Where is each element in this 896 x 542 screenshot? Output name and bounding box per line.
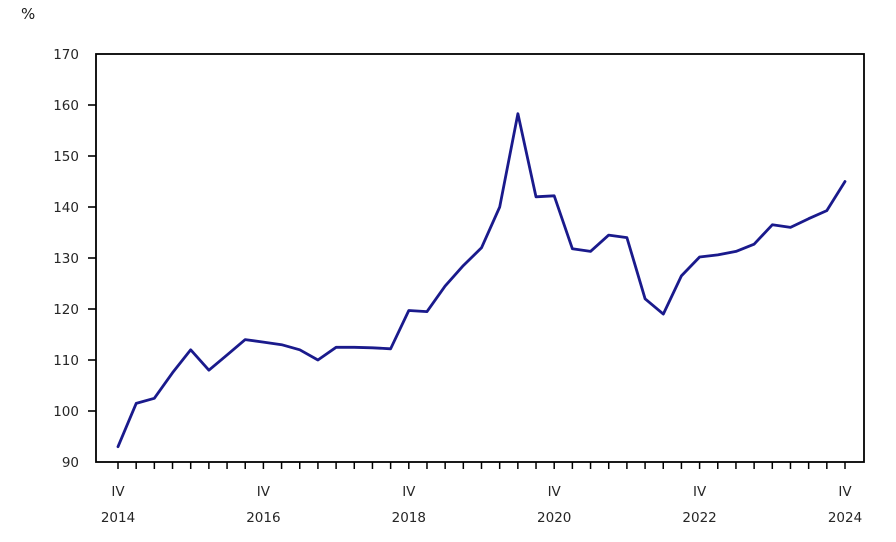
x-axis-quarter-label: IV — [402, 484, 416, 500]
y-axis-tick-label: 170 — [53, 47, 79, 63]
x-axis-year-label: 2016 — [246, 510, 280, 526]
y-axis-tick-label: 160 — [53, 98, 79, 114]
y-axis-tick-label: 120 — [53, 302, 79, 318]
y-axis-ticks — [88, 104, 96, 412]
y-axis-tick-label: 130 — [53, 251, 79, 267]
x-axis-quarter-label: IV — [838, 484, 852, 500]
x-axis-year-label: 2014 — [101, 510, 135, 526]
data-series — [116, 112, 847, 449]
x-axis-year-label: 2018 — [392, 510, 426, 526]
y-axis-tick-labels: 170 160 150 140 130 120 110 100 90 — [53, 47, 79, 471]
x-axis-tick-labels: IV 2014 IV 2016 IV 2018 IV 2020 IV 2022 IV 2024 — [101, 484, 862, 526]
y-axis-tick-label: 100 — [53, 404, 79, 420]
plot-frame — [95, 53, 865, 463]
x-axis-quarter-label: IV — [111, 484, 125, 500]
x-axis-quarter-label: IV — [693, 484, 707, 500]
x-axis-quarter-label: IV — [548, 484, 562, 500]
y-axis-tick-label: 110 — [53, 353, 79, 369]
y-axis-tick-label: 150 — [53, 149, 79, 165]
y-axis-unit-label: % — [21, 5, 36, 23]
plot-border — [95, 53, 865, 463]
y-axis-tick-label: 140 — [53, 200, 79, 216]
x-axis-year-label: 2022 — [682, 510, 716, 526]
series-line-index — [116, 112, 847, 449]
x-axis-year-label: 2024 — [828, 510, 862, 526]
x-axis-quarter-label: IV — [257, 484, 271, 500]
x-axis-year-label: 2020 — [537, 510, 571, 526]
x-axis-ticks — [117, 462, 846, 469]
y-axis-tick-label: 90 — [62, 455, 79, 471]
